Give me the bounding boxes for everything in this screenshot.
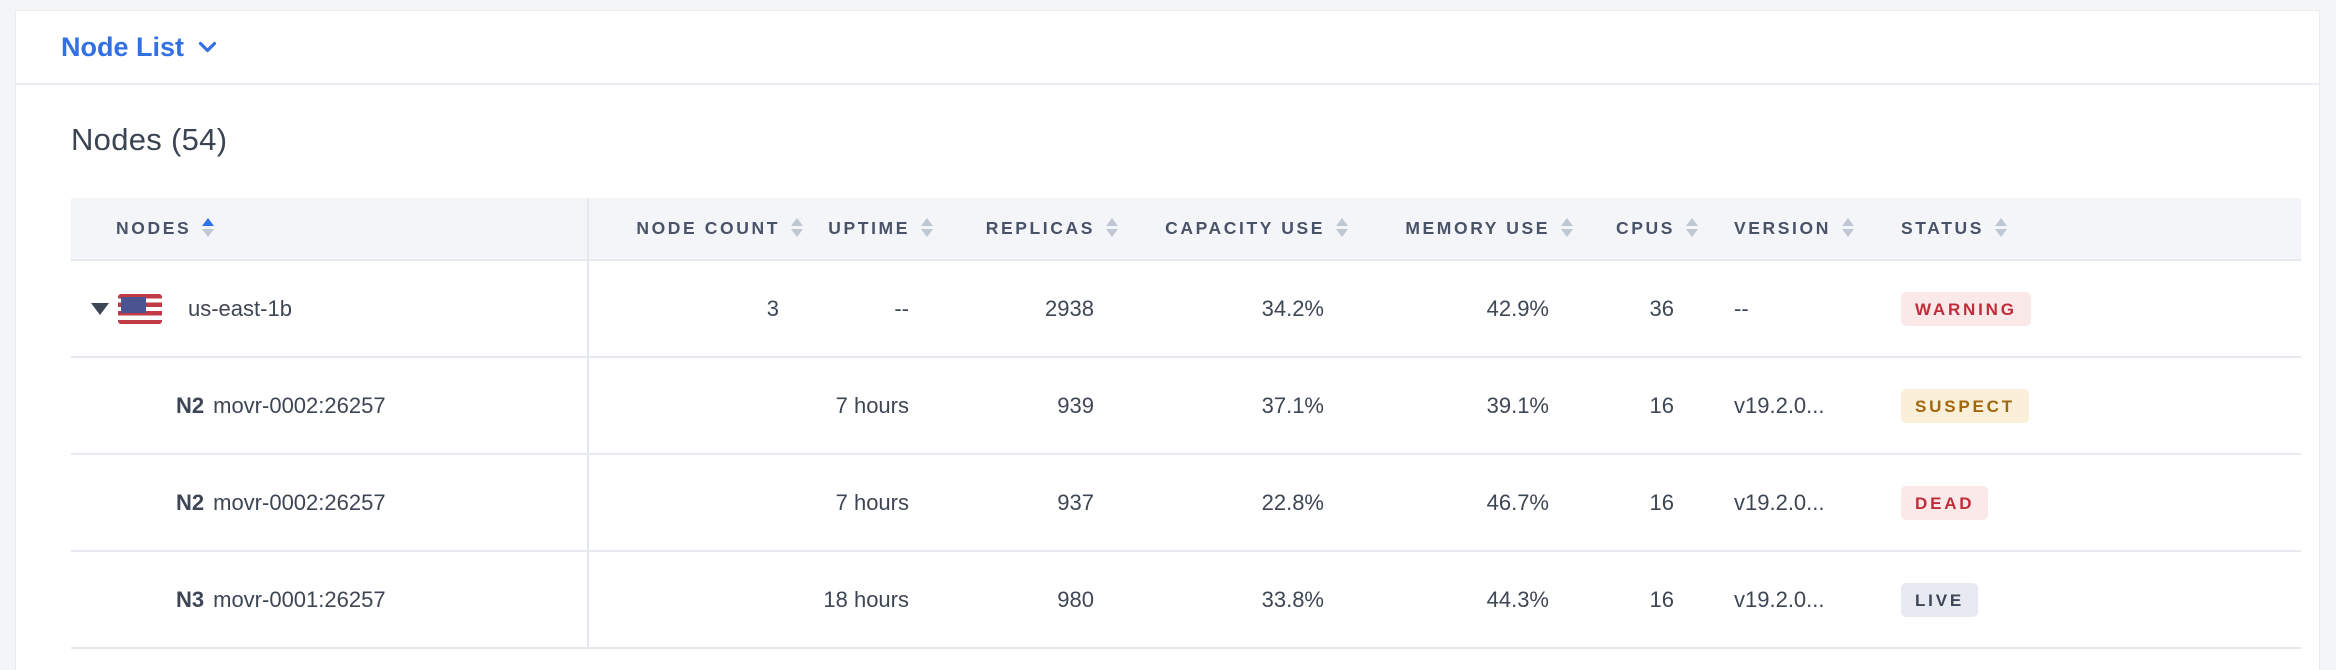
column-header-capacity_use[interactable]: CAPACITY USE: [1126, 198, 1356, 261]
node-list-card: Node List Nodes (54) NODES NODE COUNT UPTI…: [15, 10, 2320, 670]
column-label: STATUS: [1901, 218, 1985, 238]
column-header-version[interactable]: VERSION: [1706, 198, 1876, 261]
column-label: MEMORY USE: [1405, 218, 1550, 238]
sort-icon[interactable]: [921, 217, 933, 237]
column-header-memory_use[interactable]: MEMORY USE: [1356, 198, 1581, 261]
chevron-down-icon: [198, 41, 217, 53]
cell-node_count: [588, 551, 811, 649]
cell-nodes: N2 movr-0002:26257: [71, 454, 589, 552]
cell-memory_use: 42.9%: [1356, 260, 1581, 358]
cell-nodes: us-east-1b: [71, 260, 589, 358]
node-row[interactable]: N2 movr-0002:26257 7 hours 939 37.1% 39.1% 16 v…: [71, 357, 2301, 455]
cell-capacity_use: 34.2%: [1126, 260, 1356, 358]
main-content: Nodes (54) NODES NODE COUNT UPTIME REPLICAS…: [16, 122, 2319, 649]
node-id: N2: [176, 489, 205, 515]
cell-replicas: 939: [941, 357, 1126, 455]
cell-replicas: 2938: [941, 260, 1126, 358]
column-header-status[interactable]: STATUS: [1876, 198, 2301, 261]
cell-nodes: N2 movr-0002:26257: [71, 357, 589, 455]
status-badge: SUSPECT: [1901, 388, 2029, 423]
sort-icon[interactable]: [1106, 217, 1118, 237]
cell-cpus: 16: [1581, 357, 1706, 455]
column-header-cpus[interactable]: CPUS: [1581, 198, 1706, 261]
node-address: movr-0002:26257: [213, 392, 386, 418]
status-badge: LIVE: [1901, 582, 1978, 617]
table-header-row: NODES NODE COUNT UPTIME REPLICAS CAPACITY US…: [71, 198, 2301, 261]
column-label: NODES: [116, 218, 192, 238]
nodes-table: NODES NODE COUNT UPTIME REPLICAS CAPACITY US…: [71, 198, 2301, 649]
cell-memory_use: 39.1%: [1356, 357, 1581, 455]
node-row[interactable]: N2 movr-0002:26257 7 hours 937 22.8% 46.7% 16 v…: [71, 454, 2301, 552]
column-header-uptime[interactable]: UPTIME: [811, 198, 941, 261]
sort-icon[interactable]: [791, 217, 803, 237]
expand-caret-icon[interactable]: [91, 302, 109, 315]
node-id: N2: [176, 392, 205, 418]
cell-uptime: 18 hours: [811, 551, 941, 649]
status-badge: DEAD: [1901, 485, 1989, 520]
sort-icon[interactable]: [1561, 217, 1573, 237]
view-selector-dropdown[interactable]: Node List: [61, 32, 217, 63]
cell-replicas: 980: [941, 551, 1126, 649]
view-selector-label: Node List: [61, 31, 185, 62]
column-header-replicas[interactable]: REPLICAS: [941, 198, 1126, 261]
sort-icon[interactable]: [1841, 217, 1854, 237]
node-id: N3: [176, 586, 205, 612]
cell-uptime: 7 hours: [811, 357, 941, 455]
cell-uptime: --: [811, 260, 941, 358]
cell-memory_use: 46.7%: [1356, 454, 1581, 552]
cell-capacity_use: 33.8%: [1126, 551, 1356, 649]
cell-cpus: 16: [1581, 454, 1706, 552]
cell-memory_use: 44.3%: [1356, 551, 1581, 649]
column-label: VERSION: [1734, 218, 1831, 238]
cell-replicas: 937: [941, 454, 1126, 552]
cell-node_count: 3: [588, 260, 811, 358]
node-address: movr-0001:26257: [213, 586, 386, 612]
column-label: CAPACITY USE: [1165, 218, 1325, 238]
cell-version: --: [1706, 260, 1876, 358]
node-address: movr-0002:26257: [213, 489, 386, 515]
view-selector-bar: Node List: [16, 11, 2319, 85]
cell-nodes: N3 movr-0001:26257: [71, 551, 589, 649]
cell-version: v19.2.0...: [1706, 551, 1876, 649]
status-badge: WARNING: [1901, 291, 2031, 326]
node-row[interactable]: N3 movr-0001:26257 18 hours 980 33.8% 44.3% 16…: [71, 551, 2301, 649]
cell-node_count: [588, 357, 811, 455]
cell-capacity_use: 22.8%: [1126, 454, 1356, 552]
region-name: us-east-1b: [188, 295, 292, 321]
cell-cpus: 36: [1581, 260, 1706, 358]
us-flag-icon: [118, 293, 162, 324]
cell-capacity_use: 37.1%: [1126, 357, 1356, 455]
column-label: REPLICAS: [985, 218, 1095, 238]
cell-node_count: [588, 454, 811, 552]
cell-status: LIVE: [1876, 551, 2301, 649]
sort-icon[interactable]: [202, 217, 215, 237]
flag-canton: [121, 296, 146, 313]
sort-icon[interactable]: [1995, 217, 2008, 237]
sort-icon[interactable]: [1336, 217, 1348, 237]
column-header-nodes[interactable]: NODES: [71, 198, 589, 261]
page-title: Nodes (54): [71, 122, 228, 157]
column-label: UPTIME: [828, 218, 910, 238]
column-label: NODE COUNT: [636, 218, 780, 238]
column-label: CPUS: [1615, 218, 1675, 238]
region-row[interactable]: us-east-1b 3 -- 2938 34.2% 42.9% 36 -- WARNING: [71, 260, 2301, 358]
cell-version: v19.2.0...: [1706, 357, 1876, 455]
cell-status: WARNING: [1876, 260, 2301, 358]
table-body: us-east-1b 3 -- 2938 34.2% 42.9% 36 -- WARNING N2…: [71, 260, 2301, 649]
cell-status: SUSPECT: [1876, 357, 2301, 455]
cell-uptime: 7 hours: [811, 454, 941, 552]
sort-icon[interactable]: [1686, 217, 1698, 237]
column-header-node_count[interactable]: NODE COUNT: [588, 198, 811, 261]
cell-version: v19.2.0...: [1706, 454, 1876, 552]
cell-status: DEAD: [1876, 454, 2301, 552]
cell-cpus: 16: [1581, 551, 1706, 649]
